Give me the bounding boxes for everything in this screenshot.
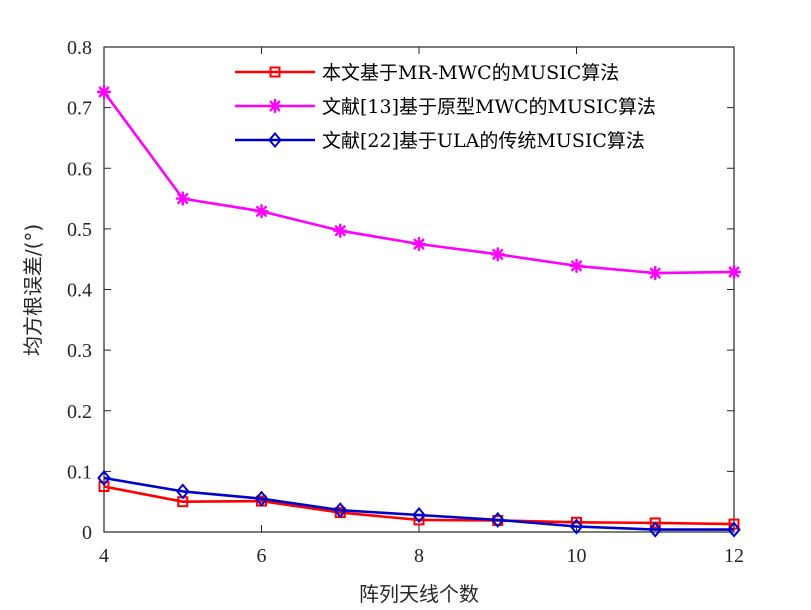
y-tick-label: 0.4 <box>67 280 92 302</box>
series-line <box>103 476 734 531</box>
legend-item-3: 文献[22]基于ULA的传统MUSIC算法 <box>235 130 645 152</box>
series-layer <box>96 84 742 538</box>
data-point <box>175 483 190 500</box>
x-axis-label: 阵列天线个数 <box>359 582 479 606</box>
data-point <box>569 258 584 274</box>
legend-label: 文献[13]基于原型MWC的MUSIC算法 <box>322 96 656 118</box>
series-line <box>103 485 735 526</box>
data-point <box>96 84 112 100</box>
legend-marker <box>267 98 283 114</box>
y-tick-label: 0.7 <box>67 98 92 120</box>
series-2 <box>96 84 742 281</box>
x-tick-label: 8 <box>414 545 424 567</box>
legend-label: 文献[22]基于ULA的传统MUSIC算法 <box>322 130 645 152</box>
x-tick-label: 12 <box>724 545 744 567</box>
data-point <box>490 511 505 528</box>
data-point <box>412 506 426 524</box>
data-point <box>333 223 348 238</box>
data-point <box>333 502 348 519</box>
data-point <box>254 204 269 219</box>
ticks-layer: 4 6 8 10 12 0 0.1 0.2 0.3 0.4 0.5 0.6 0.7 0.8 <box>67 37 744 567</box>
data-point <box>175 191 190 206</box>
y-tick-label: 0.1 <box>67 461 92 483</box>
data-point <box>97 469 111 487</box>
legend-marker <box>269 66 281 78</box>
data-point <box>98 481 110 493</box>
legend: 本文基于MR-MWC的MUSIC算法文献[13]基于原型MWC的MUSIC算法文… <box>235 62 656 152</box>
y-tick-label: 0.5 <box>67 219 92 241</box>
legend-label: 本文基于MR-MWC的MUSIC算法 <box>322 62 619 84</box>
data-point <box>411 236 427 252</box>
y-tick-label: 0.8 <box>67 37 92 59</box>
legend-marker <box>268 131 282 149</box>
legend-item-1: 本文基于MR-MWC的MUSIC算法 <box>235 62 619 84</box>
data-point <box>726 264 742 280</box>
series-3 <box>97 469 741 538</box>
y-tick-label: 0.3 <box>67 340 92 362</box>
x-tick-label: 6 <box>257 545 267 567</box>
data-point <box>649 517 661 529</box>
data-point <box>648 521 663 538</box>
x-tick-label: 10 <box>567 545 587 567</box>
data-point <box>727 521 741 538</box>
data-point <box>490 247 505 262</box>
y-tick-label: 0.2 <box>67 401 92 423</box>
y-axis-label: 均方根误差/(°) <box>21 224 45 356</box>
y-tick-label: 0.6 <box>67 158 92 180</box>
y-tick-label: 0 <box>82 522 92 544</box>
data-point <box>254 490 269 507</box>
x-tick-label: 4 <box>99 545 109 567</box>
data-point <box>648 265 663 281</box>
legend-item-2: 文献[13]基于原型MWC的MUSIC算法 <box>235 96 656 118</box>
data-point <box>569 518 584 535</box>
